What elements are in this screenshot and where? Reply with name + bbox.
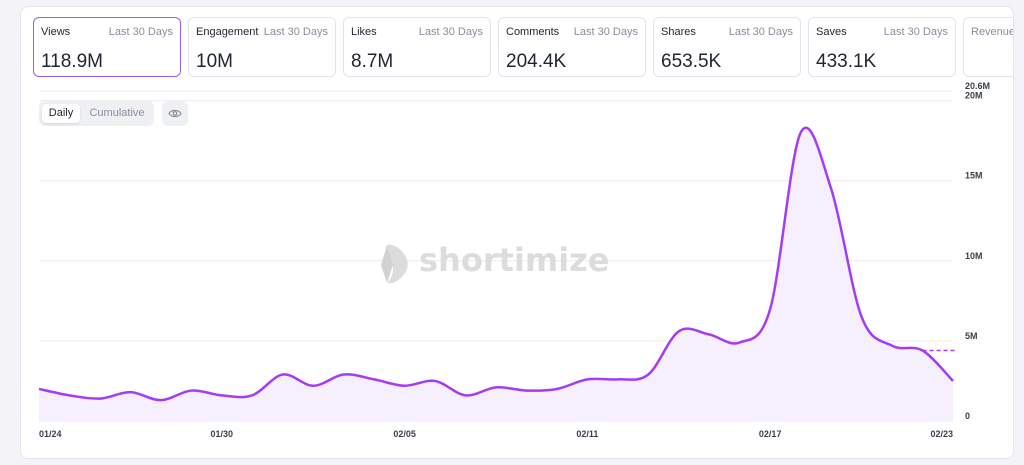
x-tick-label: 01/30	[211, 429, 234, 439]
metric-period: Last 30 Days	[418, 26, 483, 38]
series-area	[39, 127, 953, 421]
x-tick-label: 02/05	[393, 429, 416, 439]
y-tick-label: 15M	[965, 171, 983, 181]
metric-value: 8.7M	[351, 51, 394, 72]
metric-card-shares[interactable]: Shares Last 30 Days 653.5K	[653, 17, 801, 77]
toggle-daily[interactable]: Daily	[42, 104, 80, 123]
metric-card-revenue[interactable]: Revenue	[963, 17, 1014, 77]
eye-icon	[168, 109, 182, 118]
metric-card-saves[interactable]: Saves Last 30 Days 433.1K	[808, 17, 956, 77]
y-tick-label: 0	[965, 411, 970, 421]
metric-name: Views	[41, 26, 71, 38]
metric-cards: Views Last 30 Days 118.9M Engagement Las…	[33, 17, 1014, 79]
metric-name: Engagement	[196, 26, 259, 38]
watermark: shortimize	[381, 241, 610, 284]
visibility-button[interactable]	[162, 101, 188, 126]
metric-period: Last 30 Days	[108, 26, 173, 38]
metric-value: 653.5K	[661, 51, 722, 72]
metric-value: 433.1K	[816, 51, 877, 72]
metric-value: 118.9M	[41, 51, 103, 72]
metric-period: Last 30 Days	[573, 26, 638, 38]
metric-name: Shares	[661, 26, 696, 38]
y-tick-label: 10M	[965, 251, 983, 261]
metric-period: Last 30 Days	[263, 26, 328, 38]
series-line	[38, 126, 954, 402]
metric-period: Last 30 Days	[728, 26, 793, 38]
metric-name: Revenue	[971, 26, 1014, 38]
metric-name: Likes	[351, 26, 377, 38]
x-tick-label: 02/23	[930, 429, 953, 439]
metric-value: 10M	[196, 51, 233, 72]
y-tick-label: 20M	[965, 91, 983, 101]
metric-card-likes[interactable]: Likes Last 30 Days 8.7M	[343, 17, 491, 77]
x-tick-label: 02/11	[576, 429, 598, 439]
metric-card-engagement[interactable]: Engagement Last 30 Days 10M	[188, 17, 336, 77]
y-tick-label: 5M	[965, 331, 978, 341]
toggle-cumulative[interactable]: Cumulative	[89, 107, 145, 119]
view-mode-toggle: Daily Cumulative	[39, 101, 154, 126]
x-tick-label: 02/17	[759, 429, 782, 439]
shortimize-logo-icon	[381, 244, 408, 284]
metric-value: 204.4K	[506, 51, 567, 72]
watermark-text: shortimize	[419, 241, 610, 279]
metric-period: Last 30 Days	[883, 26, 948, 38]
metric-card-views[interactable]: Views Last 30 Days 118.9M	[33, 17, 181, 77]
metric-name: Saves	[816, 26, 847, 38]
metric-card-comments[interactable]: Comments Last 30 Days 204.4K	[498, 17, 646, 77]
metric-name: Comments	[506, 26, 560, 38]
x-tick-label: 01/24	[39, 429, 62, 439]
y-max-label: 20.6M	[965, 81, 990, 91]
analytics-panel: Views Last 30 Days 118.9M Engagement Las…	[20, 6, 1014, 459]
